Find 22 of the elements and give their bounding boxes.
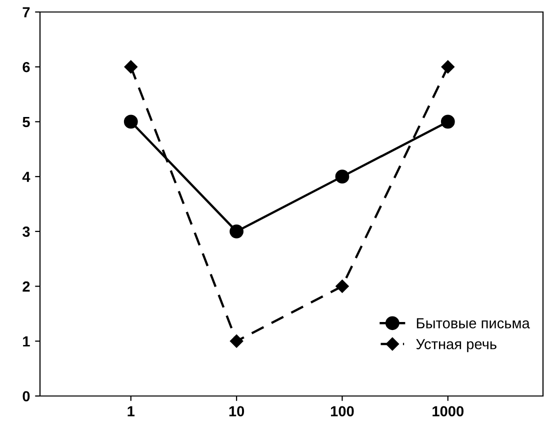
point <box>440 114 455 129</box>
y-tick-label: 2 <box>22 281 30 292</box>
legend-label: Устная речь <box>416 339 496 352</box>
x-tick-label: 1000 <box>432 406 464 416</box>
y-tick-label: 1 <box>23 336 30 346</box>
point <box>230 224 244 238</box>
point <box>336 280 349 293</box>
y-tick-label: 4 <box>22 172 30 182</box>
legend-label: Бытовые письма <box>416 318 530 328</box>
y-tick-label: 3 <box>22 226 30 237</box>
y-tick-label: 5 <box>22 116 30 128</box>
y-tick-label: 0 <box>22 391 30 402</box>
x-tick-label: 100 <box>330 406 354 416</box>
point <box>124 60 138 74</box>
y-tick-label: 7 <box>22 7 30 18</box>
x-tick-label: 10 <box>229 406 244 416</box>
point <box>230 334 244 348</box>
point <box>335 170 350 184</box>
point <box>124 114 138 129</box>
x-tick-label: 1 <box>128 406 135 416</box>
point <box>441 60 454 74</box>
y-tick-label: 6 <box>22 62 30 72</box>
